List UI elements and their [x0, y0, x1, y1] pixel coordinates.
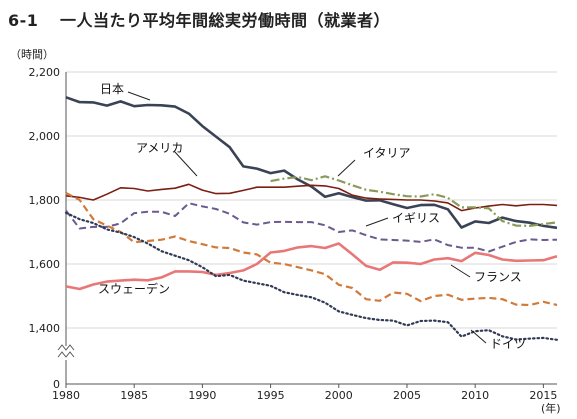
x-axis-label: (年) [541, 401, 561, 415]
leader-line [450, 264, 471, 278]
axes: 0 1,400 1,600 1,800 2,000 2,200 1980 1985 1990 19… [10, 48, 561, 415]
label-usa: アメリカ [136, 141, 183, 155]
series-lines [64, 96, 559, 341]
leader-line [365, 217, 389, 227]
y-tick-label: 2,000 [29, 130, 61, 143]
y-tick-label: 0 [53, 378, 60, 391]
y-tick-label: 1,800 [29, 194, 61, 207]
series-line-uk [65, 202, 558, 253]
series-line-japan [65, 96, 558, 230]
axis-break-mark [57, 351, 75, 358]
x-tick-label: 1995 [257, 389, 285, 402]
x-tick-label: 2005 [393, 389, 421, 402]
gridlines [66, 71, 557, 329]
axis-break-mark [57, 344, 75, 351]
chart-title: 6-1 一人当たり平均年間総実労働時間（就業者） [8, 7, 390, 31]
y-tick-label: 1,400 [29, 322, 61, 335]
label-italy: イタリア [363, 146, 411, 160]
series-line-germany_dotted [64, 211, 559, 341]
y-tick-label: 1,600 [29, 258, 61, 271]
x-tick-label: 2010 [461, 389, 489, 402]
series-line-usa [65, 183, 558, 212]
series-line-germany_dashed [65, 192, 558, 307]
x-tick-label: 1990 [188, 389, 216, 402]
label-france: フランス [474, 270, 522, 284]
x-tick-label: 1980 [52, 389, 80, 402]
series-line-italy [270, 175, 558, 227]
x-tick-label: 1985 [120, 389, 148, 402]
label-japan: 日本 [100, 82, 124, 96]
leader-line [127, 91, 151, 101]
y-axis-label: （時間） [10, 48, 54, 61]
label-sweden: スウェーデン [98, 281, 170, 296]
label-uk: イギリス [392, 211, 440, 225]
chart-number: 6-1 [8, 11, 39, 30]
x-tick-label: 2015 [529, 389, 557, 402]
chart-title-text: 一人当たり平均年間総実労働時間（就業者） [60, 11, 391, 30]
series-line-france [65, 242, 558, 291]
leader-line [470, 329, 487, 344]
leader-line [173, 150, 198, 177]
label-germany: ドイツ [490, 337, 526, 351]
y-tick-label: 2,200 [29, 66, 61, 79]
x-tick-label: 2000 [325, 389, 353, 402]
leader-line [337, 159, 356, 177]
